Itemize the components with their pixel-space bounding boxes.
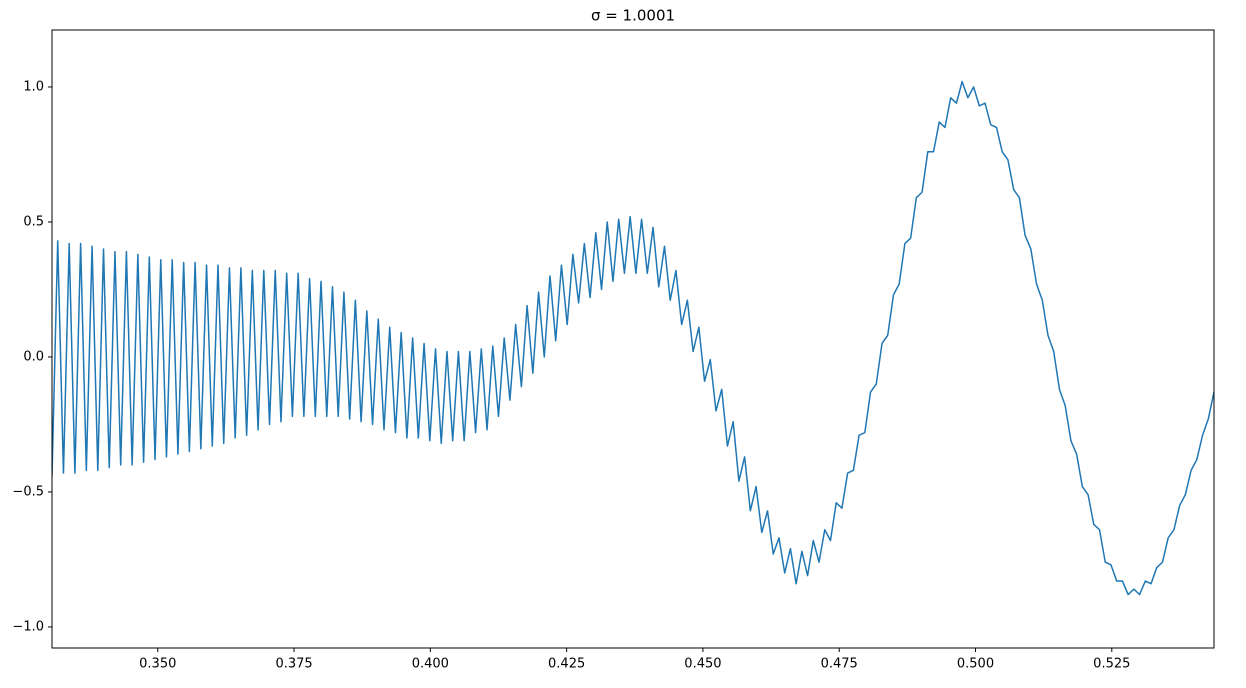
y-tick-label: 0.5	[23, 214, 44, 229]
y-tick-label: −1.0	[12, 619, 44, 634]
y-tick-label: 0.0	[23, 349, 44, 364]
x-tick-label: 0.375	[275, 657, 312, 672]
chart-title: σ = 1.0001	[591, 7, 675, 25]
x-tick-label: 0.525	[1093, 657, 1130, 672]
x-tick-label: 0.500	[957, 657, 994, 672]
y-tick-label: −0.5	[12, 484, 44, 499]
x-tick-label: 0.475	[821, 657, 858, 672]
x-tick-label: 0.450	[684, 657, 721, 672]
x-tick-label: 0.350	[139, 657, 176, 672]
plot-frame	[51, 29, 1215, 649]
x-tick-label: 0.425	[548, 657, 585, 672]
y-tick-label: 1.0	[23, 79, 44, 94]
data-line	[52, 80, 1214, 596]
x-tick-label: 0.400	[412, 657, 449, 672]
